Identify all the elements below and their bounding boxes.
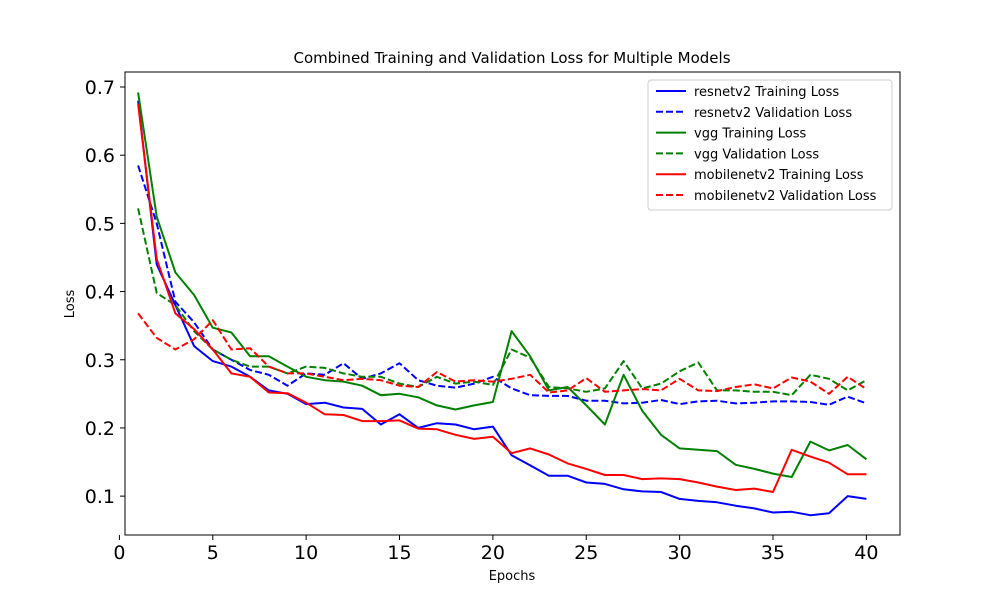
legend-entry: resnetv2 Training Loss	[694, 85, 839, 100]
legend-entry: mobilenetv2 Training Loss	[694, 168, 864, 183]
x-tick-label: 30	[668, 542, 692, 564]
y-tick-label: 0.7	[85, 77, 115, 99]
x-tick-label: 15	[387, 542, 411, 564]
x-tick-label: 35	[761, 542, 785, 564]
legend-entry: mobilenetv2 Validation Loss	[694, 189, 877, 204]
legend: resnetv2 Training Loss resnetv2 Validatio…	[647, 79, 893, 211]
series-line-4	[137, 103, 867, 493]
y-tick-label: 0.3	[85, 350, 115, 372]
y-axis-label: Loss	[63, 290, 78, 319]
y-tick-label: 0.4	[85, 282, 115, 304]
plot-frame	[124, 71, 901, 536]
legend-entry: resnetv2 Validation Loss	[694, 106, 852, 121]
x-tick-label: 25	[574, 542, 598, 564]
y-tick-label: 0.5	[85, 213, 115, 235]
x-tick-label: 40	[854, 542, 878, 564]
y-tick-label: 0.6	[85, 145, 115, 167]
series-line-5	[137, 312, 867, 395]
series-line-1	[137, 165, 867, 406]
y-tick-label: 0.2	[85, 418, 115, 440]
x-tick-label: 5	[207, 542, 219, 564]
y-tick-label: 0.1	[85, 486, 115, 508]
x-tick-label: 10	[294, 542, 318, 564]
x-tick-label: 0	[113, 542, 125, 564]
x-axis: 0 5 10 15 20 25 30 35 40	[113, 535, 878, 564]
y-axis: 0.1 0.2 0.3 0.4 0.5 0.6 0.7	[85, 77, 125, 508]
x-tick-label: 20	[481, 542, 505, 564]
legend-box	[647, 79, 893, 211]
legend-entry: vgg Validation Loss	[694, 147, 819, 162]
plot-area	[124, 71, 901, 536]
chart-title: Combined Training and Validation Loss fo…	[293, 49, 730, 67]
series-line-3	[137, 208, 867, 397]
legend-entry: vgg Training Loss	[694, 127, 806, 142]
x-axis-label: Epochs	[489, 569, 536, 584]
